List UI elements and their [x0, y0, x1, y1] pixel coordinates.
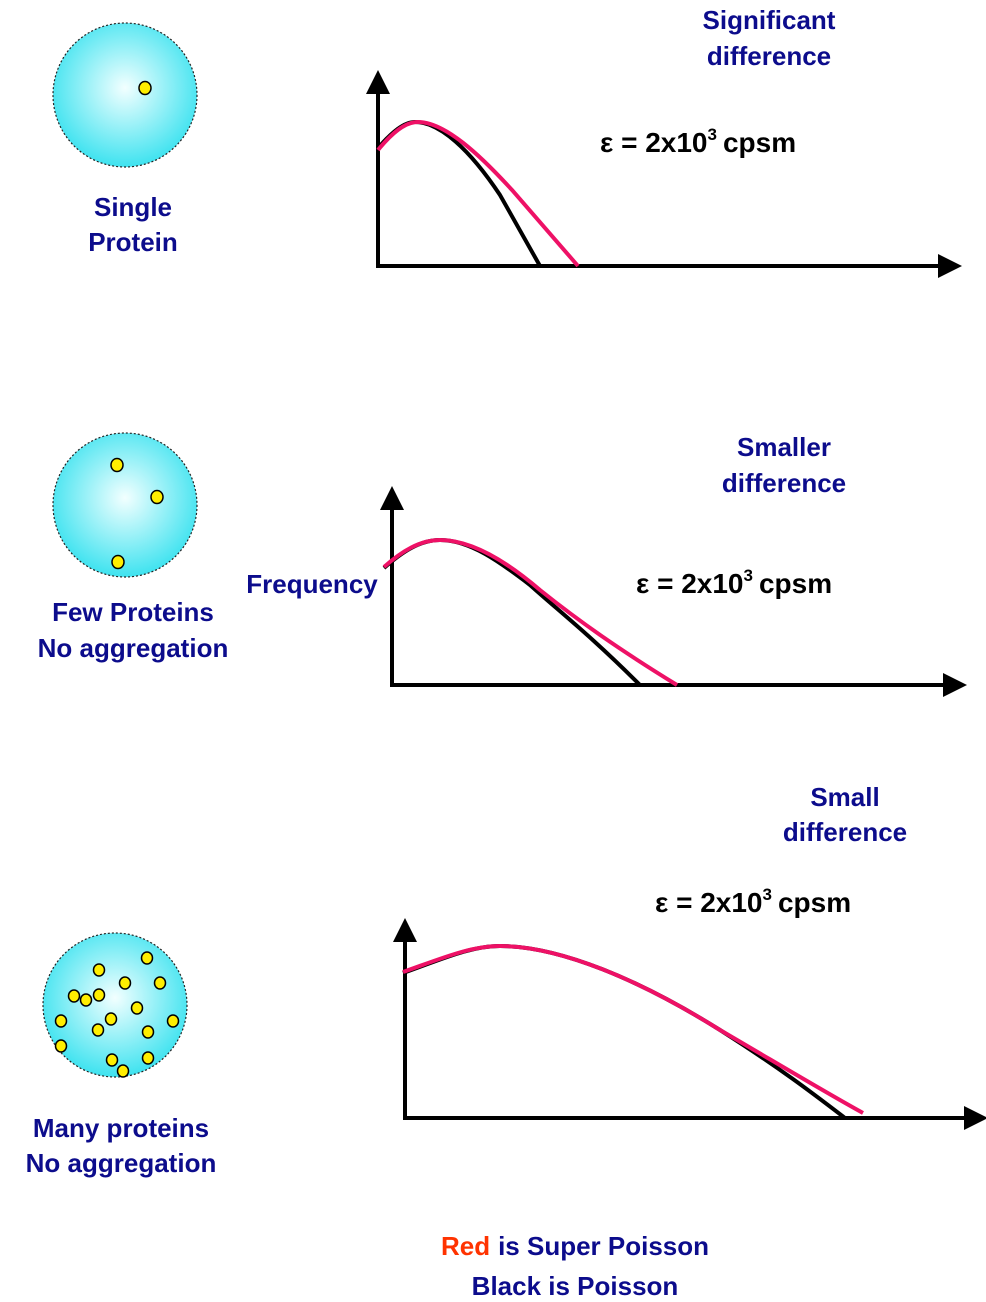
epsilon-exponent: 3 [763, 885, 772, 904]
epsilon-base: ε = 2x10 [600, 127, 708, 158]
protein [132, 1002, 143, 1014]
panel: Many proteins No aggregation Small diffe… [26, 782, 976, 1178]
protein [155, 977, 166, 989]
protein [69, 990, 80, 1002]
protein [94, 964, 105, 976]
protein [143, 1026, 154, 1038]
cell-label: Few Proteins [52, 597, 214, 627]
epsilon: ε = 2x103 cpsm [655, 885, 851, 918]
slide: Single Protein Significant difference ε … [0, 0, 986, 1302]
epsilon-base: ε = 2x10 [636, 568, 744, 599]
cell [53, 433, 197, 577]
protein [143, 1052, 154, 1064]
protein [106, 1013, 117, 1025]
epsilon-exponent: 3 [744, 566, 753, 585]
protein [81, 994, 92, 1006]
difference-label: Smaller [737, 432, 831, 462]
cell [53, 23, 197, 167]
epsilon-exponent: 3 [708, 125, 717, 144]
epsilon-unit: cpsm [759, 568, 832, 599]
protein [56, 1040, 67, 1052]
super-poisson-curve [378, 122, 578, 266]
protein [142, 952, 153, 964]
protein [111, 459, 123, 472]
super-poisson-curve [403, 946, 863, 1113]
protein [120, 977, 131, 989]
difference-label: difference [707, 41, 831, 71]
legend-red-word: Red [441, 1231, 490, 1261]
cell-label: Single [94, 192, 172, 222]
protein [112, 556, 124, 569]
panel: Few Proteins No aggregation Smaller diff… [38, 432, 955, 687]
epsilon: ε = 2x103 cpsm [600, 125, 796, 158]
protein [93, 1024, 104, 1036]
protein [151, 491, 163, 504]
difference-label: Small [810, 782, 879, 812]
protein [118, 1065, 129, 1077]
legend-red-rest: is Super Poisson [498, 1231, 709, 1261]
cell-label: No aggregation [26, 1148, 217, 1178]
legend-black: Black is Poisson [472, 1271, 679, 1301]
protein [94, 989, 105, 1001]
poisson-curve [384, 540, 640, 685]
protein [56, 1015, 67, 1027]
epsilon-unit: cpsm [778, 887, 851, 918]
cell-label: Protein [88, 227, 178, 257]
protein [168, 1015, 179, 1027]
cell-label: Many proteins [33, 1113, 209, 1143]
difference-label: Significant [703, 5, 836, 35]
difference-label: difference [783, 817, 907, 847]
super-poisson-curve [384, 540, 677, 685]
epsilon-unit: cpsm [723, 127, 796, 158]
epsilon-base: ε = 2x10 [655, 887, 763, 918]
panel: Single Protein Significant difference ε … [53, 5, 950, 268]
protein [107, 1054, 118, 1066]
cell-label: No aggregation [38, 633, 229, 663]
epsilon: ε = 2x103 cpsm [636, 566, 832, 599]
y-axis-label: Frequency [246, 569, 378, 599]
difference-label: difference [722, 468, 846, 498]
protein [139, 82, 151, 95]
legend-red: Red is Super Poisson [441, 1231, 709, 1261]
poisson-curve [403, 946, 845, 1118]
